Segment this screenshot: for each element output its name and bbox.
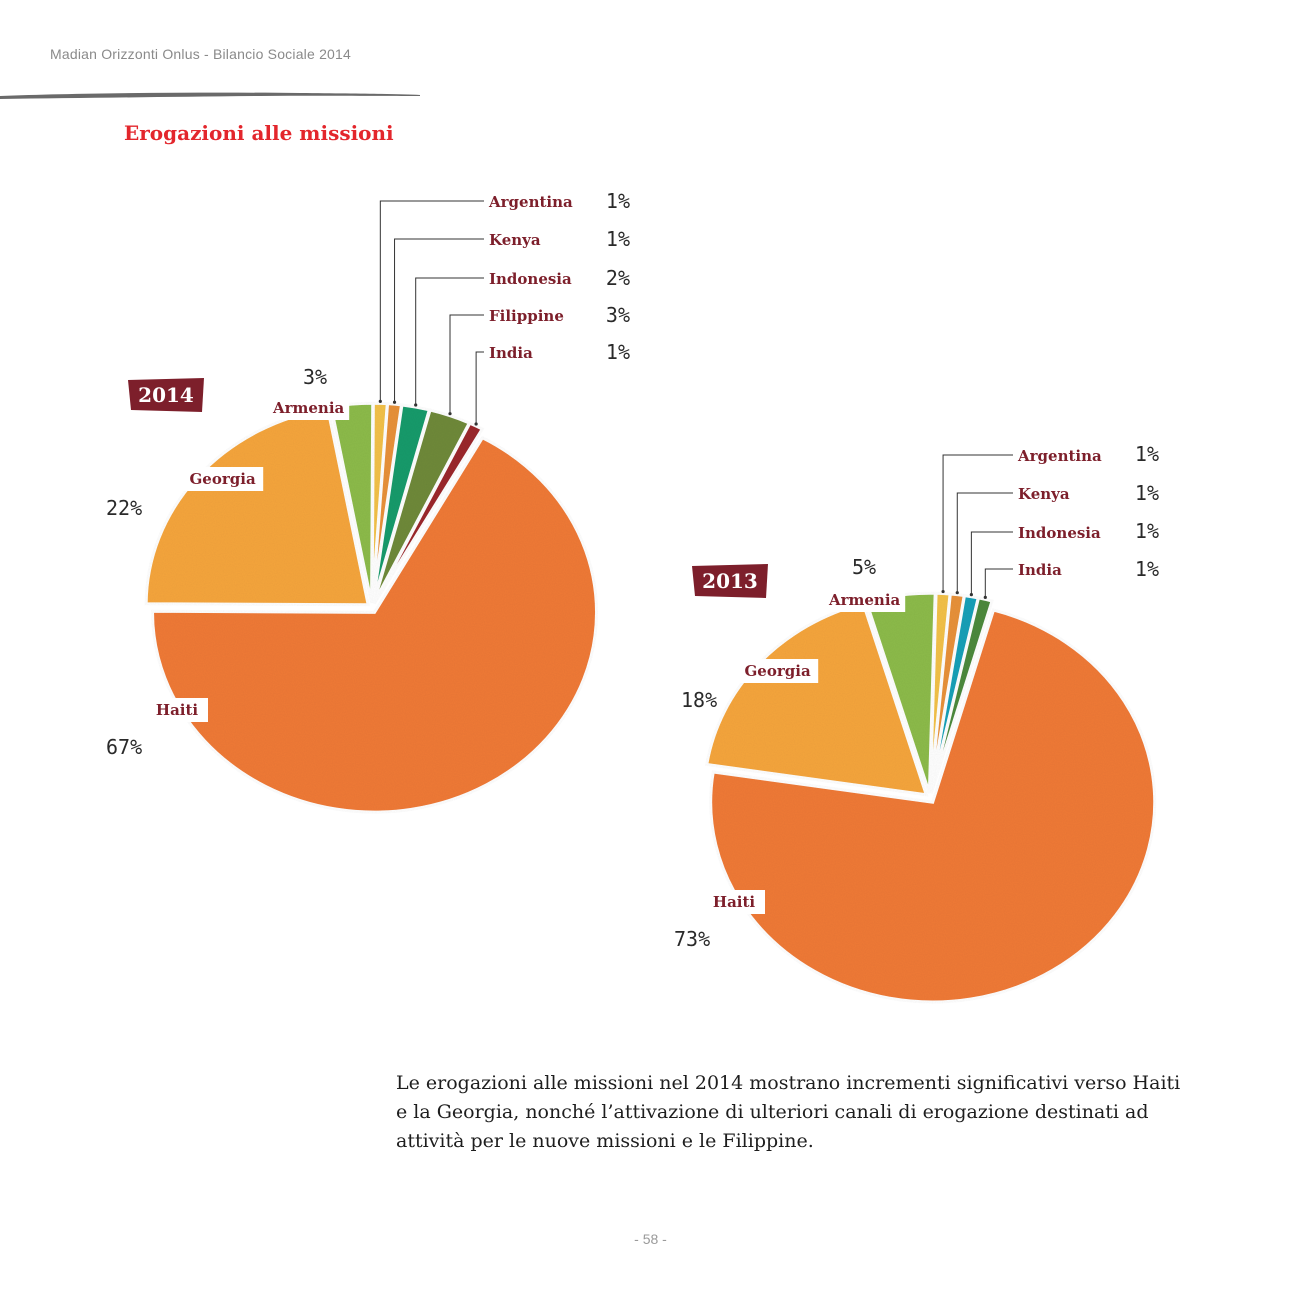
leader-line-filippine-2014 bbox=[449, 314, 484, 414]
name-label-india-2014: India bbox=[489, 344, 533, 362]
percent-label-india-2013: 1% bbox=[1135, 557, 1159, 581]
leader-dot-india-2014 bbox=[474, 422, 478, 426]
header-brush-line bbox=[0, 92, 420, 99]
leader-line-indonesia-2014 bbox=[415, 277, 484, 406]
percent-label-armenia-2013: 5% bbox=[852, 555, 876, 579]
name-label-bg-armenia-2013 bbox=[824, 588, 906, 612]
leader-dot-argentina-2013 bbox=[941, 589, 945, 594]
section-title: Erogazioni alle missioni bbox=[124, 121, 394, 145]
leader-line-argentina-2013 bbox=[942, 454, 1013, 592]
year-tag-label-2013: 2013 bbox=[702, 569, 758, 593]
leader-line-kenya-2013 bbox=[956, 492, 1013, 593]
pie-chart-2013: 2013 73% 18% 5% 1% 1% 1% 1% Haiti Georgia Armenia A… bbox=[674, 442, 1159, 1004]
year-tag-2014 bbox=[128, 378, 204, 412]
percent-label-argentina-2014: 1% bbox=[606, 189, 630, 213]
body-text: Le erogazioni alle missioni nel 2014 mos… bbox=[396, 1072, 1181, 1152]
leader-line-argentina-2014 bbox=[379, 200, 484, 402]
name-label-kenya-2013: Kenya bbox=[1018, 485, 1070, 503]
name-label-bg-haiti-2014 bbox=[146, 698, 208, 722]
leader-line-india-2014 bbox=[475, 351, 484, 425]
percent-label-argentina-2013: 1% bbox=[1135, 442, 1159, 466]
leader-dot-kenya-2014 bbox=[392, 400, 397, 404]
running-header: Madian Orizzonti Onlus - Bilancio Social… bbox=[50, 46, 352, 62]
leader-dot-india-2013 bbox=[983, 595, 987, 599]
percent-label-armenia-2014: 3% bbox=[303, 365, 327, 389]
pie-slice-haiti-2014 bbox=[151, 435, 599, 814]
leader-line-kenya-2014 bbox=[394, 238, 484, 403]
pie-slice-georgia-2014 bbox=[144, 406, 371, 607]
name-label-georgia-2014: Georgia bbox=[190, 470, 256, 488]
pie-slice-india-2014 bbox=[372, 421, 485, 605]
name-label-armenia-2014: Armenia bbox=[272, 399, 345, 417]
percent-label-kenya-2014: 1% bbox=[606, 227, 630, 251]
leader-dot-indonesia-2013 bbox=[969, 593, 973, 597]
percent-label-indonesia-2014: 2% bbox=[606, 266, 630, 290]
percent-label-haiti-2014: 67% bbox=[106, 735, 142, 759]
percent-label-indonesia-2013: 1% bbox=[1135, 519, 1159, 543]
percent-label-georgia-2013: 18% bbox=[681, 688, 717, 712]
name-label-bg-haiti-2013 bbox=[703, 890, 765, 914]
year-tag-2013 bbox=[692, 564, 768, 598]
leader-line-indonesia-2013 bbox=[970, 531, 1013, 595]
name-label-armenia-2013: Armenia bbox=[828, 591, 901, 609]
name-label-bg-georgia-2013 bbox=[737, 659, 819, 683]
name-label-bg-georgia-2014 bbox=[182, 467, 264, 491]
leader-dot-argentina-2014 bbox=[378, 399, 382, 403]
leader-line-india-2013 bbox=[984, 568, 1013, 598]
pie-chart-2014: 2014 67% 22% 3% 1% 1% 2% 3% 1% Haiti Georgia Armeni… bbox=[106, 189, 630, 814]
charts-canvas: 2014 67% 22% 3% 1% 1% 2% 3% 1% Haiti Georgia Armeni… bbox=[106, 189, 1159, 1004]
name-label-india-2013: India bbox=[1018, 561, 1062, 579]
name-label-argentina-2013: Argentina bbox=[1017, 447, 1102, 465]
percent-label-filippine-2014: 3% bbox=[606, 303, 630, 327]
leader-dot-kenya-2013 bbox=[955, 591, 959, 595]
page-number: - 58 - bbox=[634, 1231, 667, 1247]
year-tag-label-2014: 2014 bbox=[138, 383, 194, 407]
name-label-haiti-2014: Haiti bbox=[156, 701, 199, 719]
leader-dot-filippine-2014 bbox=[448, 412, 452, 416]
percent-label-georgia-2014: 22% bbox=[106, 496, 142, 520]
name-label-argentina-2014: Argentina bbox=[488, 193, 573, 211]
name-label-indonesia-2013: Indonesia bbox=[1018, 524, 1101, 542]
pie-slice-india-2013 bbox=[929, 596, 994, 794]
name-label-filippine-2014: Filippine bbox=[489, 307, 564, 325]
name-label-georgia-2013: Georgia bbox=[745, 662, 811, 680]
name-label-kenya-2014: Kenya bbox=[489, 231, 541, 249]
percent-label-haiti-2013: 73% bbox=[674, 927, 710, 951]
name-label-bg-armenia-2014 bbox=[268, 396, 350, 420]
leader-dot-indonesia-2014 bbox=[414, 403, 418, 407]
name-label-haiti-2013: Haiti bbox=[713, 893, 756, 911]
percent-label-india-2014: 1% bbox=[606, 340, 630, 364]
name-label-indonesia-2014: Indonesia bbox=[489, 270, 572, 288]
percent-label-kenya-2013: 1% bbox=[1135, 481, 1159, 505]
